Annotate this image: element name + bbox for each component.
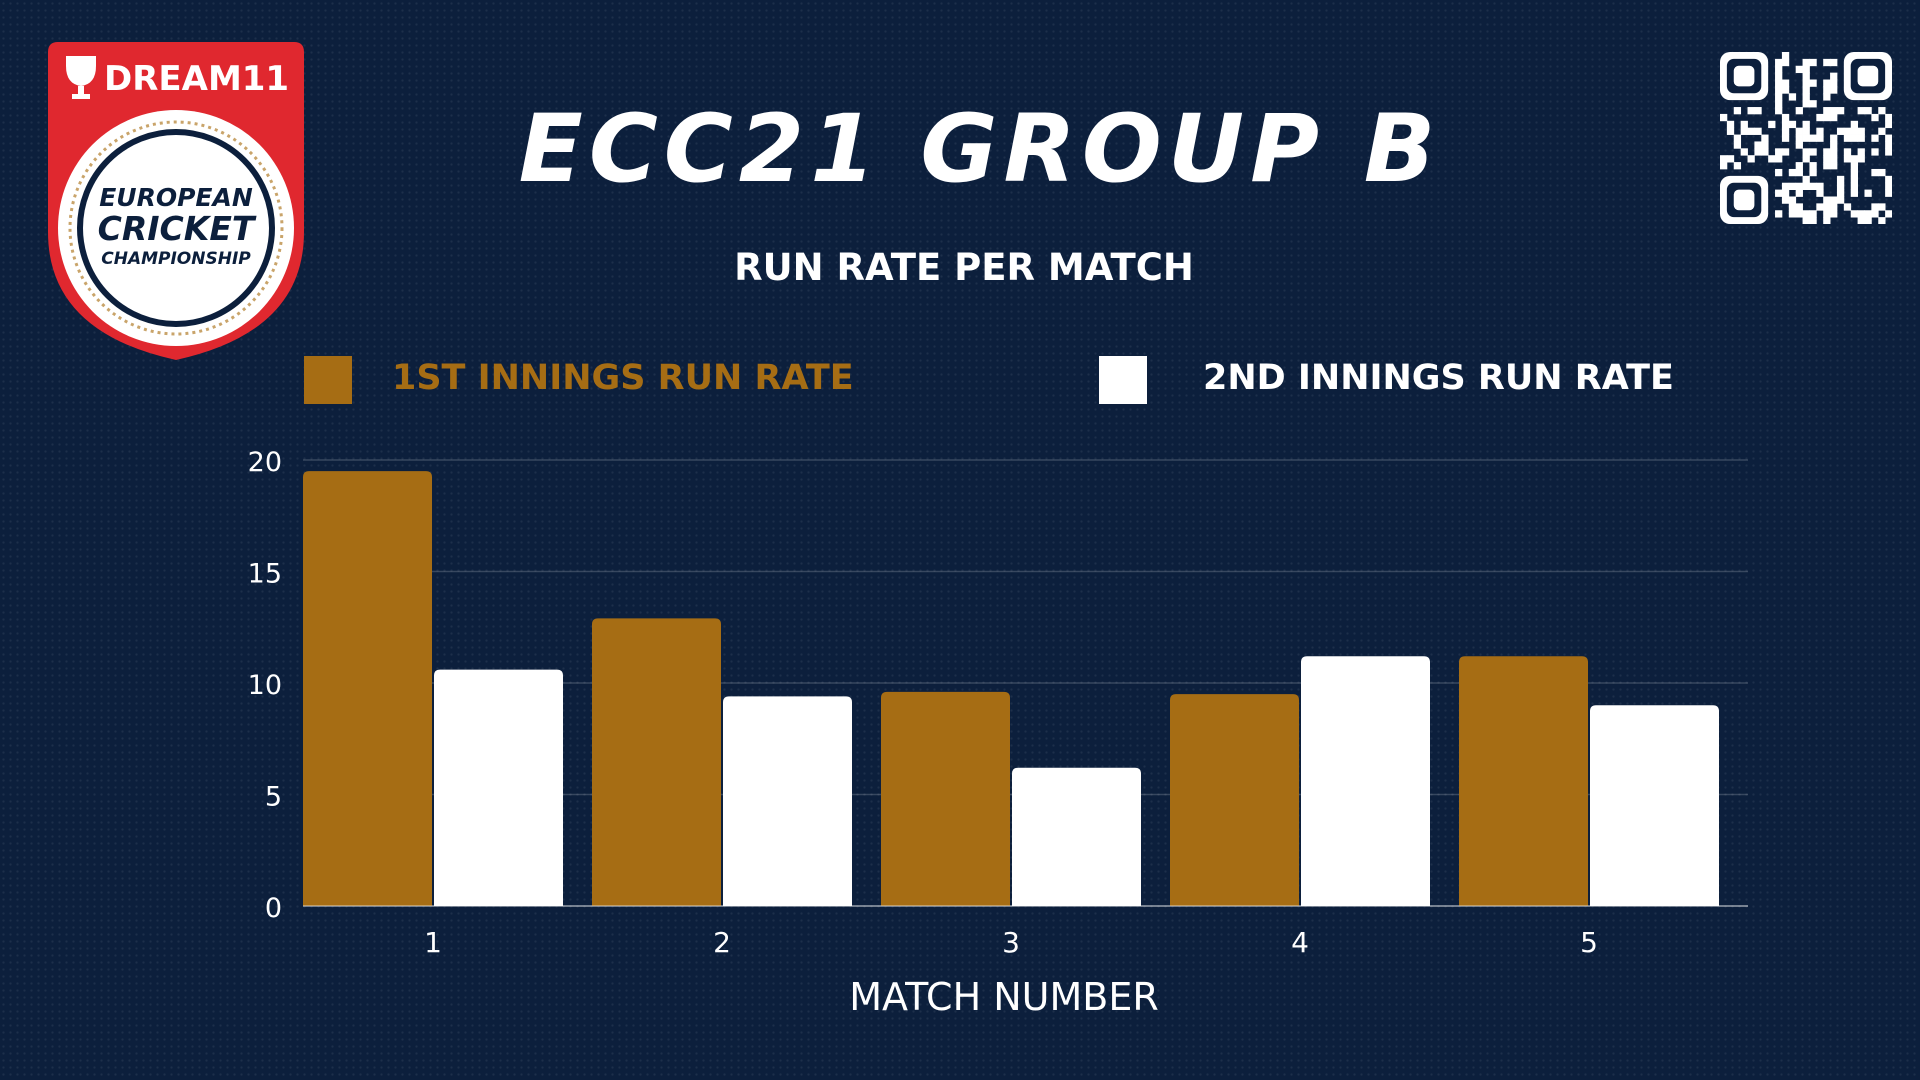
y-tick-label: 15 [248, 559, 282, 590]
chart-subtitle: RUN RATE PER MATCH [734, 246, 1194, 289]
x-axis-label: MATCH NUMBER [849, 975, 1159, 1019]
legend-label-series-1: 1ST INNINGS RUN RATE [392, 358, 854, 398]
logo-line1: EUROPEAN [99, 183, 253, 212]
dream11-ecc-logo: DREAM11 EUROPEAN CRICKET CHAMPIONSHIP [48, 42, 304, 360]
y-tick-label: 20 [248, 447, 282, 478]
x-tick-label: 1 [424, 926, 442, 959]
y-tick-label: 0 [265, 893, 282, 924]
bar-series-2-match-2 [723, 696, 852, 906]
logo-line3: CHAMPIONSHIP [101, 249, 251, 269]
x-tick-label: 2 [713, 926, 731, 959]
qr-code-icon [1720, 52, 1892, 224]
bar-series-2-match-4 [1301, 656, 1430, 906]
x-tick-label: 5 [1580, 926, 1598, 959]
bar-series-2-match-1 [434, 669, 563, 906]
x-tick-label: 3 [1002, 926, 1020, 959]
x-tick-label: 4 [1291, 926, 1309, 959]
logo-line2: CRICKET [98, 209, 257, 248]
bar-series-1-match-2 [592, 618, 721, 906]
bar-series-2-match-3 [1012, 767, 1141, 906]
bar-series-1-match-1 [303, 471, 432, 906]
page-title: ECC21 GROUP B [518, 95, 1442, 204]
y-tick-label: 5 [265, 782, 282, 813]
bar-series-1-match-3 [881, 691, 1010, 906]
bar-series-1-match-4 [1170, 694, 1299, 906]
y-tick-label: 10 [248, 670, 282, 701]
logo-brand: DREAM11 [104, 59, 289, 99]
legend-swatch-series-2 [1099, 356, 1147, 404]
legend-label-series-2: 2ND INNINGS RUN RATE [1203, 358, 1674, 398]
bar-series-2-match-5 [1590, 705, 1719, 906]
dream11-trophy-icon [66, 56, 96, 99]
legend-swatch-series-1 [304, 356, 352, 404]
bar-series-1-match-5 [1459, 656, 1588, 906]
